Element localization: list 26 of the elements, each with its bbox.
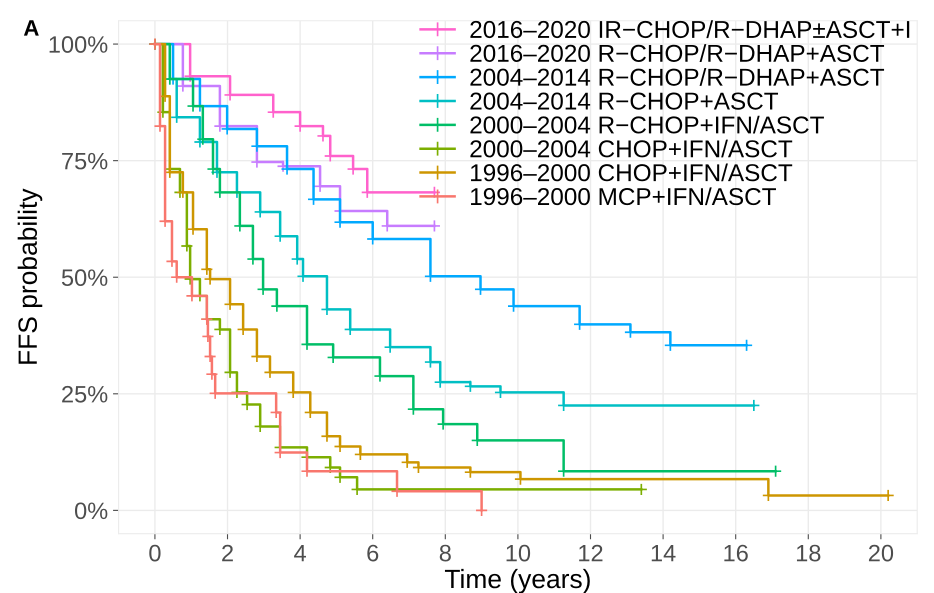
x-tick-label: 16 — [724, 544, 748, 562]
y-tick-label: 100% — [50, 36, 108, 53]
legend-label: 2004–2014 R−CHOP+ASCT — [470, 92, 778, 110]
legend-label: 1996–2000 MCP+IFN/ASCT — [471, 187, 776, 206]
x-tick-label: 12 — [579, 544, 602, 562]
legend-label: 1996–2000 CHOP+IFN/ASCT — [471, 163, 792, 182]
x-tick-label: 20 — [868, 544, 894, 562]
x-tick-label: 18 — [796, 544, 820, 562]
x-tick-label: 4 — [294, 544, 306, 562]
y-axis-title: FFS probability — [18, 188, 42, 364]
x-tick-label: 14 — [652, 544, 676, 562]
x-tick-label: 6 — [367, 544, 378, 562]
legend-label: 2004–2014 R−CHOP/R−DHAP+ASCT — [470, 68, 884, 86]
y-tick-label: 75% — [62, 152, 108, 170]
y-tick-label: 25% — [62, 386, 108, 403]
legend-label: 2016–2020 R−CHOP/R−DHAP+ASCT — [470, 44, 884, 62]
x-tick-label: 2 — [222, 544, 233, 562]
x-tick-label: 10 — [506, 544, 530, 562]
y-tick-label: 0% — [75, 502, 108, 520]
x-tick-label: 8 — [440, 544, 451, 562]
y-tick-label: 50% — [62, 269, 108, 286]
legend-label: 2000–2004 CHOP+IFN/ASCT — [470, 140, 792, 158]
legend-label: 2016–2020 IR−CHOP/R−DHAP±ASCT+I — [470, 20, 910, 38]
text: A — [24, 20, 39, 36]
legend-label: 2000–2004 R−CHOP+IFN/ASCT — [470, 116, 824, 134]
x-tick-label: 0 — [149, 544, 161, 562]
